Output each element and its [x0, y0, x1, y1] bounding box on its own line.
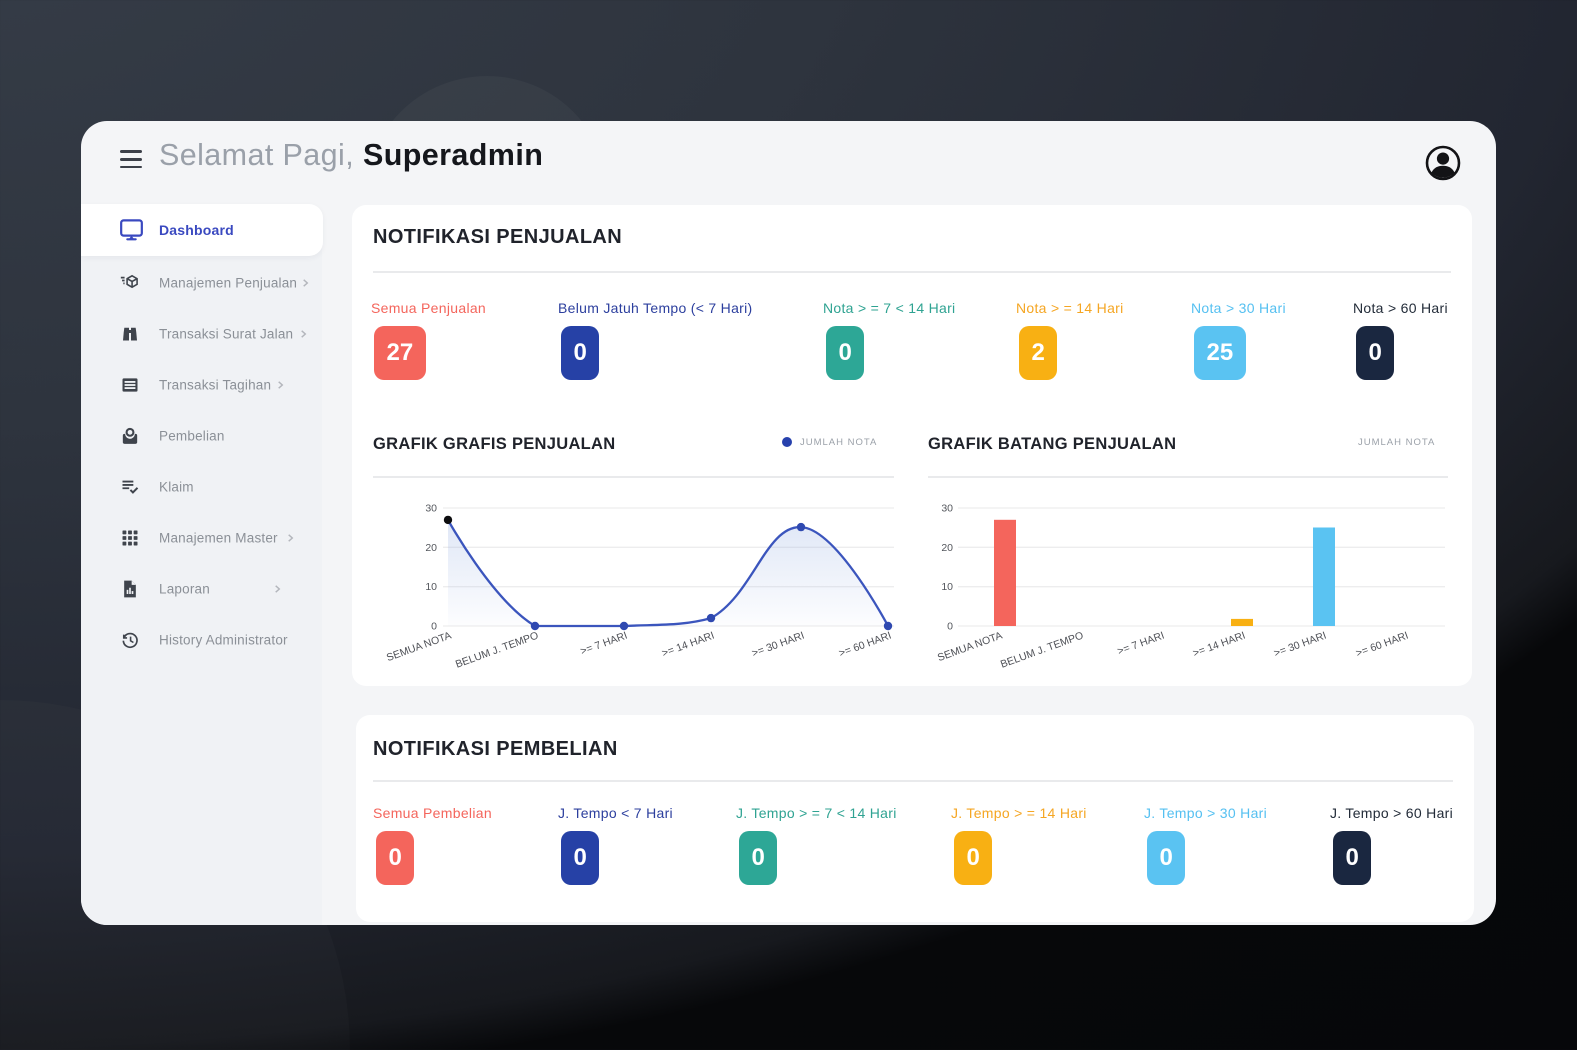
- svg-text:30: 30: [425, 503, 437, 515]
- svg-text:30: 30: [941, 503, 953, 515]
- svg-text:0: 0: [431, 621, 437, 633]
- svg-text:20: 20: [941, 542, 953, 554]
- svg-text:10: 10: [425, 581, 437, 593]
- svg-text:>= 14 HARI: >= 14 HARI: [660, 630, 716, 660]
- svg-text:>= 14 HARI: >= 14 HARI: [1191, 630, 1247, 660]
- svg-text:>= 7 HARI: >= 7 HARI: [579, 630, 629, 658]
- svg-text:10: 10: [941, 581, 953, 593]
- svg-text:SEMUA NOTA: SEMUA NOTA: [936, 630, 1004, 665]
- svg-text:0: 0: [947, 621, 953, 633]
- svg-text:>= 30 HARI: >= 30 HARI: [1272, 630, 1328, 660]
- svg-text:>= 30 HARI: >= 30 HARI: [750, 630, 806, 660]
- svg-text:>= 60 HARI: >= 60 HARI: [837, 630, 893, 660]
- svg-text:BELUM J. TEMPO: BELUM J. TEMPO: [999, 630, 1085, 671]
- svg-text:SEMUA NOTA: SEMUA NOTA: [385, 630, 453, 665]
- svg-text:>= 60 HARI: >= 60 HARI: [1354, 630, 1410, 660]
- svg-text:BELUM J. TEMPO: BELUM J. TEMPO: [454, 630, 540, 671]
- svg-text:>= 7 HARI: >= 7 HARI: [1116, 630, 1166, 658]
- svg-text:20: 20: [425, 542, 437, 554]
